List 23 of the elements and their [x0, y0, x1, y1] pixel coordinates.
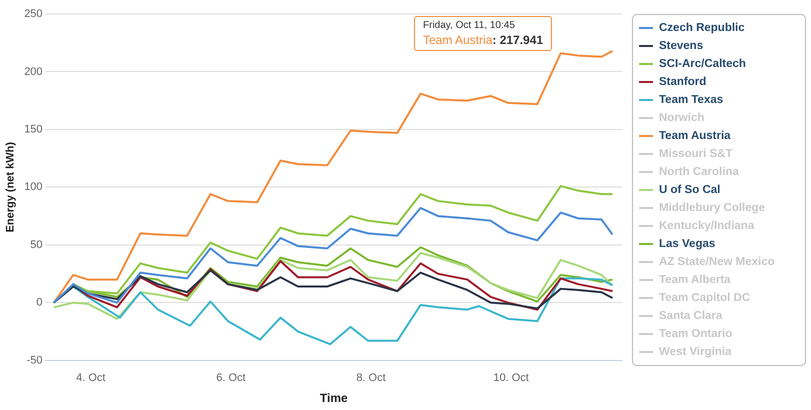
y-tick-label: 100: [24, 181, 43, 194]
x-tick-label: 10. Oct: [493, 372, 529, 384]
legend-label: Team Texas: [659, 94, 724, 106]
y-tick-label: 200: [24, 66, 43, 78]
y-tick-label: 150: [24, 124, 43, 136]
y-tick-label: -50: [26, 354, 43, 366]
annotation: Friday, Oct 11, 10:45 Team Austria: 217.941: [423, 20, 544, 47]
legend-label: Stevens: [659, 40, 704, 52]
legend-label: Czech Republic: [659, 22, 745, 34]
x-tick-label: 6. Oct: [216, 372, 246, 384]
y-tick-label: 50: [30, 238, 43, 251]
y-tick-label: 0: [36, 296, 43, 309]
x-tick-label: 4. Oct: [76, 372, 106, 384]
legend-label: U of So Cal: [659, 184, 720, 196]
tooltip-box: Friday, Oct 11, 10:45 Team Austria: 217.941: [414, 16, 552, 51]
y-tick-label: 250: [24, 8, 43, 20]
x-axis-title: Time: [320, 391, 348, 406]
legend-label: Las Vegas: [659, 238, 716, 250]
legend-label: SCI-Arc/Caltech: [659, 58, 746, 70]
legend-label: Team Austria: [659, 130, 731, 142]
legend-label: Stanford: [659, 76, 706, 88]
x-tick-label: 8. Oct: [356, 372, 386, 384]
y-axis-title: Energy (net kWh): [4, 142, 17, 232]
